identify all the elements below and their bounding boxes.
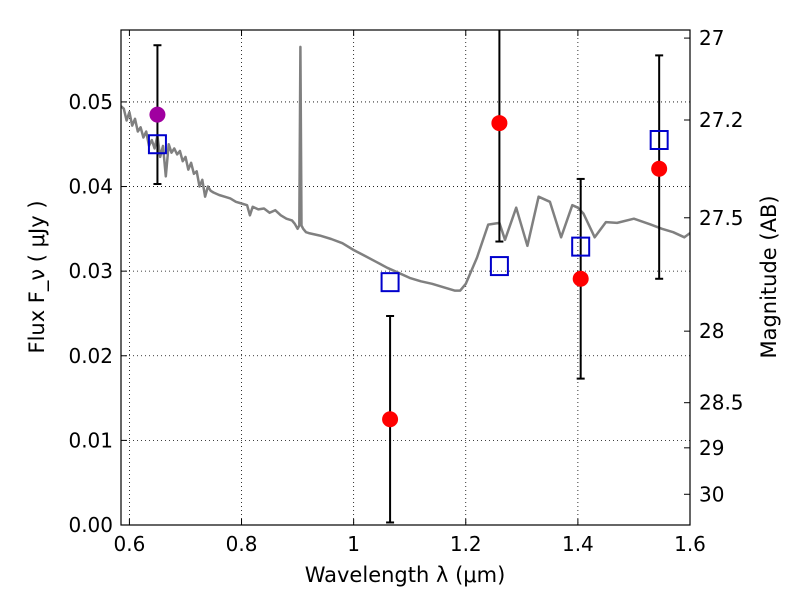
right-tick-label: 27.2 (699, 108, 744, 132)
right-tick-label: 29 (699, 436, 724, 460)
observed-flux-point (572, 270, 589, 287)
right-tick-label: 27.5 (699, 206, 744, 230)
observed-flux-point (651, 160, 668, 177)
y-tick-label: 0.04 (68, 175, 113, 199)
y-tick-label: 0.05 (68, 90, 113, 114)
y-axis-label-left: Flux F_ν ( μJy ) (25, 200, 50, 353)
y-tick-label: 0.01 (68, 428, 113, 452)
observed-flux-point (149, 106, 166, 123)
x-tick-label: 1.4 (562, 532, 594, 556)
model-photometry-point (489, 256, 509, 277)
right-tick-label: 30 (699, 482, 724, 506)
y-tick-label: 0.00 (68, 513, 113, 537)
y-axis-label-right: Magnitude (AB) (757, 195, 781, 358)
x-tick-label: 1.2 (450, 532, 482, 556)
y-tick-label: 0.02 (68, 344, 113, 368)
y-tick-label: 0.03 (68, 259, 113, 283)
x-tick-label: 1 (347, 532, 360, 556)
plot-area (121, 30, 690, 524)
observed-flux-point (382, 411, 399, 428)
model-photometry-point (380, 272, 400, 293)
spectrum-line (121, 45, 690, 292)
model-photometry-point (649, 130, 669, 150)
model-photometry-point (147, 134, 167, 155)
x-tick-label: 0.6 (114, 532, 146, 556)
x-tick-label: 1.6 (674, 532, 706, 556)
plot-frame (120, 29, 691, 526)
right-tick-label: 28.5 (699, 391, 744, 415)
right-tick-label: 28 (699, 319, 724, 343)
right-tick-label: 27 (699, 26, 724, 50)
observed-flux-point (491, 115, 508, 132)
x-axis-label: Wavelength λ (μm) (305, 563, 506, 587)
x-tick-label: 0.8 (226, 532, 258, 556)
axes: 0.6 0.8 1 1.2 1.4 1.6 0.00 0.01 0.02 0.03 0.04 0.05… (68, 26, 743, 556)
model-photometry-point (571, 236, 591, 257)
grid-lines (121, 30, 691, 525)
